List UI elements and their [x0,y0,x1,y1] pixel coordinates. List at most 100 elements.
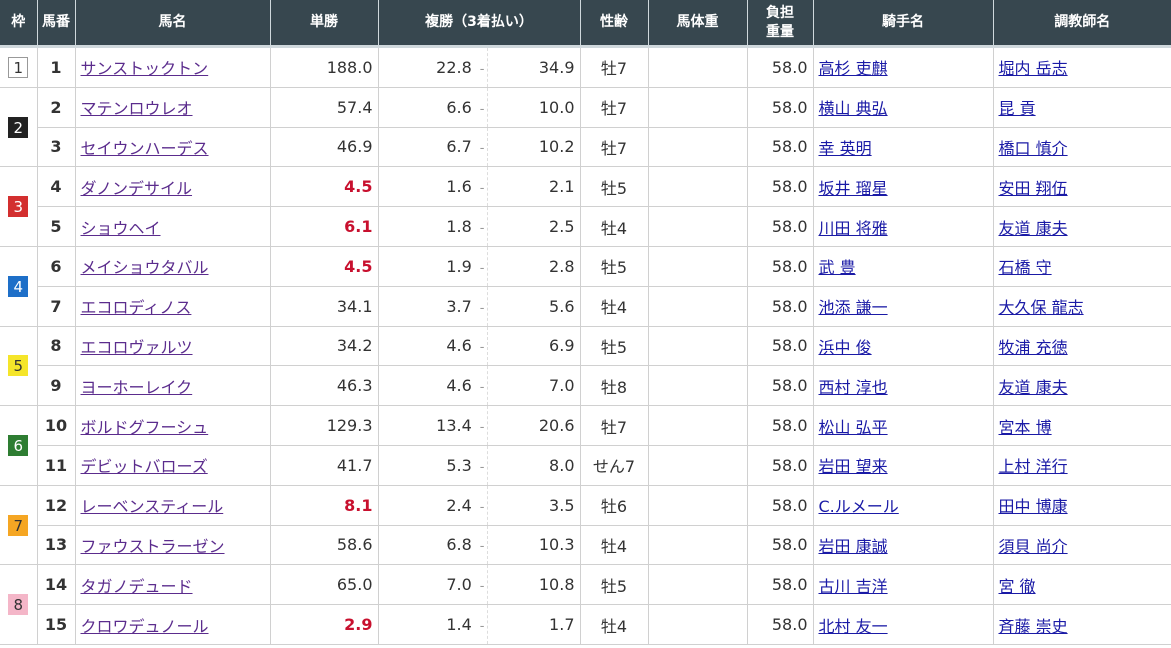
horse-name-link[interactable]: セイウンハーデス [80,138,209,158]
trainer-link[interactable]: 安田 翔伍 [998,178,1068,198]
trainer-link[interactable]: 昆 貢 [998,99,1036,119]
carried-weight: 58.0 [746,46,814,88]
jockey-link[interactable]: 北村 友一 [818,616,888,636]
jockey-link[interactable]: 坂井 瑠星 [818,178,888,198]
horse-name-link[interactable]: メイショウタバル [80,258,209,278]
jockey-cell: 池添 謙一 [812,285,994,327]
jockey-cell: 古川 吉洋 [812,564,994,606]
place-odds-min: 6.6 [446,97,472,117]
sex-age: 牡7 [579,46,649,88]
horse-name-link[interactable]: クロワデュノール [80,616,209,636]
sex-age: 牡4 [579,604,649,645]
jockey-link[interactable]: 浜中 俊 [818,337,872,357]
horse-name-link[interactable]: ダノンデサイル [80,178,193,198]
horse-name-cell: ヨーホーレイク [74,365,271,407]
horse-name-link[interactable]: ボルドグフーシュ [80,417,209,437]
carried-weight: 58.0 [746,166,814,208]
place-separator: - [479,459,485,475]
sex-age: 牡5 [579,564,649,606]
win-odds: 46.3 [269,365,379,407]
place-separator: - [479,181,485,197]
carried-weight: 58.0 [746,325,814,367]
jockey-link[interactable]: 池添 謙一 [818,298,888,318]
trainer-cell: 田中 博康 [992,484,1171,526]
trainer-link[interactable]: 宮 徹 [998,576,1036,596]
horse-weight [647,484,748,526]
horse-name-link[interactable]: マテンロウレオ [80,99,193,119]
jockey-cell: 西村 淳也 [812,365,994,407]
trainer-link[interactable]: 堀内 岳志 [998,59,1068,79]
horse-name-cell: エコロディノス [74,285,271,327]
horse-number: 14 [36,564,76,606]
horse-name-link[interactable]: ヨーホーレイク [80,377,193,397]
trainer-link[interactable]: 田中 博康 [998,497,1068,517]
jockey-link[interactable]: 岩田 康誠 [818,536,888,556]
jockey-link[interactable]: 武 豊 [818,258,856,278]
horse-name-link[interactable]: エコロヴァルツ [80,337,193,357]
place-odds-max: 6.9 [487,325,581,367]
trainer-link[interactable]: 友道 康夫 [998,377,1068,397]
trainer-link[interactable]: 斉藤 崇史 [998,616,1068,636]
frame-number-badge: 3 [8,196,29,218]
jockey-link[interactable]: 幸 英明 [818,138,872,158]
place-separator: - [479,260,485,276]
trainer-link[interactable]: 宮本 博 [998,417,1052,437]
win-odds: 46.9 [269,126,379,168]
header-win: 単勝 [269,0,378,48]
horse-name-link[interactable]: ファウストラーゼン [80,536,225,556]
carried-weight: 58.0 [746,484,814,526]
win-odds: 34.2 [269,325,379,367]
win-odds: 57.4 [269,86,379,128]
jockey-link[interactable]: 西村 淳也 [818,377,888,397]
jockey-link[interactable]: 岩田 望来 [818,457,888,477]
horse-name-link[interactable]: タガノデュード [80,576,193,596]
carried-weight: 58.0 [746,444,814,486]
place-odds-max: 5.6 [487,285,581,327]
place-odds-min: 2.4 [446,495,472,515]
jockey-link[interactable]: 松山 弘平 [818,417,888,437]
sex-age: 牡4 [579,524,649,566]
horse-number: 9 [36,365,76,407]
trainer-link[interactable]: 橋口 慎介 [998,138,1068,158]
place-odds-max: 2.5 [487,206,581,247]
horse-weight [647,86,748,128]
place-odds-min: 4.6 [446,336,472,356]
trainer-link[interactable]: 大久保 龍志 [998,298,1084,318]
frame-number-badge: 5 [8,355,29,377]
place-odds-min: 1.6 [446,177,472,197]
horse-name-link[interactable]: サンストックトン [80,59,209,79]
place-separator: - [479,340,485,356]
horse-name-link[interactable]: デビットバローズ [80,457,208,477]
carried-weight: 58.0 [746,564,814,606]
trainer-link[interactable]: 上村 洋行 [998,457,1068,477]
horse-weight [647,405,748,446]
horse-name-link[interactable]: レーベンスティール [80,497,224,517]
horse-weight [647,126,748,168]
horse-name-link[interactable]: エコロディノス [80,298,192,318]
trainer-link[interactable]: 石橋 守 [998,258,1052,278]
place-odds-min-cell: 6.6- [377,86,488,128]
trainer-link[interactable]: 友道 康夫 [998,218,1068,238]
jockey-link[interactable]: 横山 典弘 [818,99,888,119]
jockey-link[interactable]: 高杉 吏麒 [818,59,888,79]
horse-name-link[interactable]: ショウヘイ [80,218,161,238]
horse-weight [647,604,748,645]
horse-row: 11 デビットバローズ 41.7 5.3-8.0 せん7 58.0 岩田 望来 上村 洋行 [0,444,1171,486]
place-odds-min: 3.7 [446,296,472,316]
trainer-cell: 須貝 尚介 [992,524,1171,566]
jockey-link[interactable]: C.ルメール [818,497,899,517]
frame-cell: 2 [0,86,38,168]
sex-age: 牡4 [579,285,649,327]
horse-weight [647,524,748,566]
trainer-link[interactable]: 須貝 尚介 [998,536,1068,556]
header-place: 複勝（3着払い） [377,0,580,48]
horse-number: 12 [36,484,76,526]
trainer-link[interactable]: 牧浦 充徳 [998,337,1068,357]
place-odds-min-cell: 22.8- [377,46,488,88]
frame-cell: 7 [0,484,38,566]
jockey-link[interactable]: 川田 将雅 [818,218,888,238]
horse-row: 3 セイウンハーデス 46.9 6.7-10.2 牡7 58.0 幸 英明 橋口 慎介 [0,126,1171,168]
horse-weight [647,444,748,486]
jockey-link[interactable]: 古川 吉洋 [818,576,888,596]
